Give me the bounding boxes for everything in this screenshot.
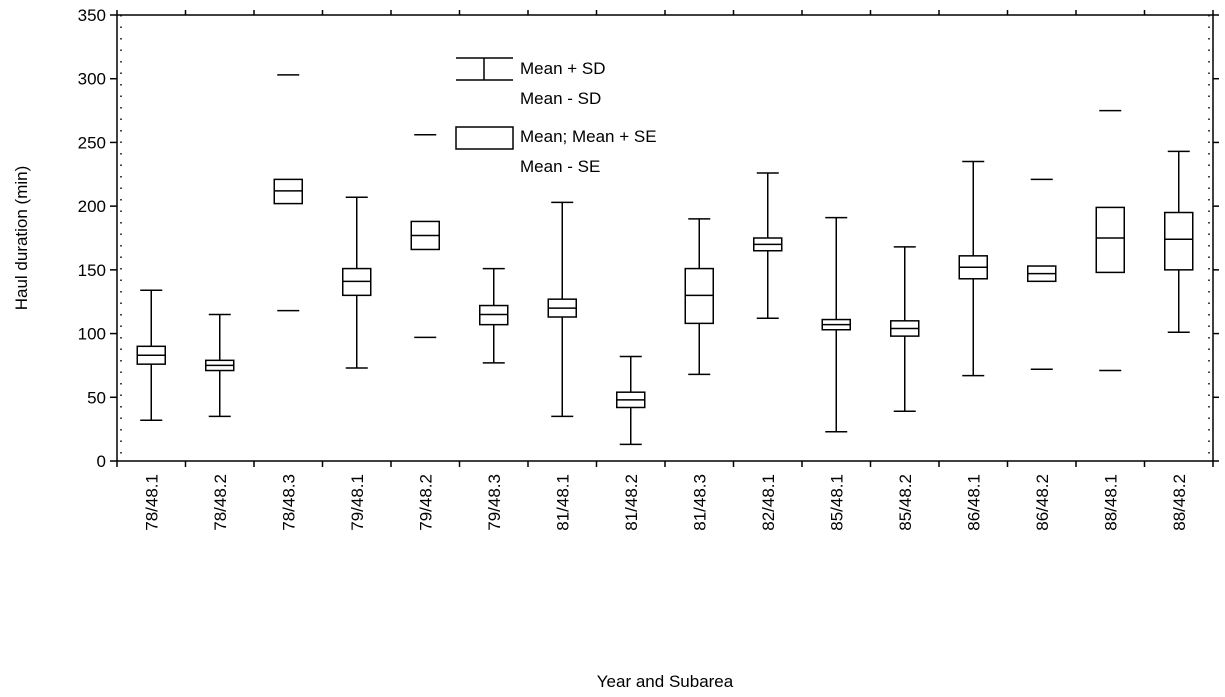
box-item [547,201,577,418]
x-category-label: 81/48.2 [622,474,641,531]
x-category-label: 88/48.2 [1170,474,1189,531]
box-item [136,289,166,421]
x-category-label: 79/48.3 [485,474,504,531]
se-box [1164,211,1194,271]
legend: Mean + SD Mean - SD Mean; Mean + SE Mean… [455,57,657,176]
y-tick-label: 350 [78,6,106,25]
box-item [205,313,235,418]
legend-whisker-top-label: Mean + SD [520,59,606,78]
y-tick-label: 0 [97,452,106,471]
box-item [1027,178,1057,371]
legend-box-top-label: Mean; Mean + SE [520,127,657,146]
y-axis-title: Haul duration (min) [12,166,31,311]
box-item [1164,150,1194,334]
box-item [684,218,714,376]
x-category-label: 81/48.3 [690,474,709,531]
x-category-label: 78/48.1 [142,474,161,531]
box-item [890,246,920,413]
box-item [958,160,988,377]
legend-whisker-bottom-label: Mean - SD [520,89,601,108]
box-series [136,74,1194,446]
y-axis: 0 50 100 150 200 250 300 350 [78,6,1219,471]
box-item [753,172,783,320]
x-category-label: 85/48.1 [827,474,846,531]
y-tick-label: 200 [78,197,106,216]
x-category-label: 81/48.1 [553,474,572,531]
x-category-label: 79/48.1 [348,474,367,531]
y-tick-label: 50 [87,388,106,407]
x-category-label: 86/48.2 [1033,474,1052,531]
x-category-label: 78/48.2 [211,474,230,531]
plot-frame [116,14,1214,462]
box-item [273,74,303,312]
y-tick-label: 250 [78,133,106,152]
x-category-label: 88/48.1 [1101,474,1120,531]
x-axis: 78/48.1 78/48.2 78/48.3 79/48.1 79/48.2 79/48… [116,10,1214,531]
x-category-label: 82/48.1 [759,474,778,531]
legend-box-bottom-label: Mean - SE [520,157,600,176]
box-item [410,134,440,339]
x-category-label: 79/48.2 [416,474,435,531]
box-item [342,196,372,369]
box-item [479,267,509,364]
box-item [1095,109,1125,372]
x-category-label: 78/48.3 [279,474,298,531]
box-item [616,355,646,446]
y-tick-label: 300 [78,70,106,89]
se-box [1095,206,1125,274]
x-category-label: 85/48.2 [896,474,915,531]
x-category-label: 86/48.1 [964,474,983,531]
x-axis-title: Year and Subarea [597,672,734,691]
box-item [821,216,851,433]
plot-dotted-edges [120,15,1210,461]
y-tick-label: 100 [78,325,106,344]
y-tick-label: 150 [78,261,106,280]
legend-box-swatch [455,126,514,150]
